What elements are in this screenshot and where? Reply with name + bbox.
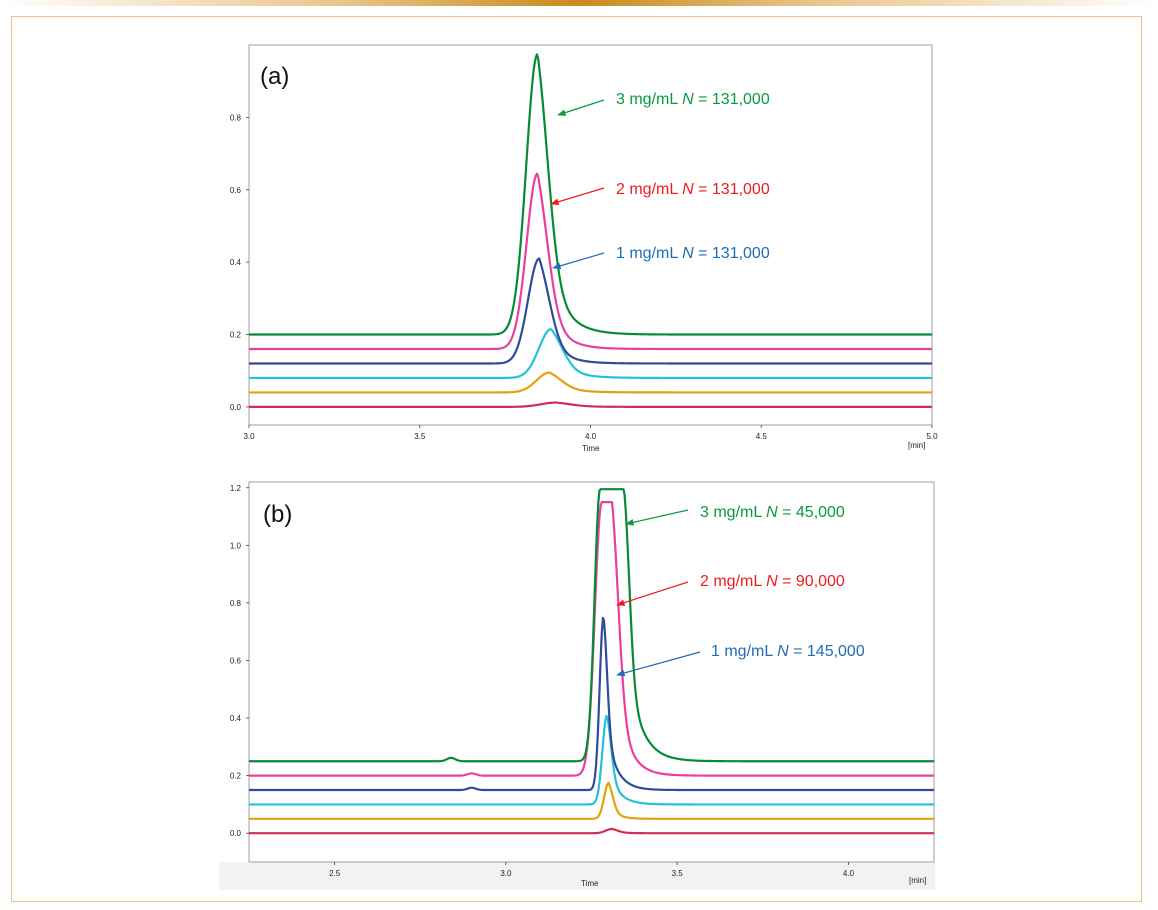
annotation-b-3mg: 3 mg/mL N = 45,000 — [625, 504, 845, 526]
x-axis-unit-b: [min] — [909, 876, 926, 885]
x-tick-label: 4.0 — [585, 432, 597, 441]
plot-area-a — [248, 44, 933, 426]
trace-red — [249, 827, 934, 835]
x-tick-label: 5.0 — [926, 432, 938, 441]
trace-1mg — [249, 616, 934, 792]
x-tick-label: 3.5 — [414, 432, 426, 441]
annotation-n-value: = 145,000 — [789, 643, 865, 660]
annotation-n-value: = 131,000 — [694, 91, 770, 108]
annotation-arrow — [616, 581, 689, 606]
trace-1mg — [249, 257, 932, 365]
x-axis-label-a: Time — [582, 444, 600, 453]
annotation-n-symbol: N — [682, 91, 694, 108]
y-tick-label: 0.0 — [230, 403, 242, 412]
traces-b — [249, 488, 934, 835]
annotation-n-symbol: N — [766, 573, 778, 590]
annotation-conc: 1 mg/mL — [711, 643, 777, 660]
axis-ticks-b: 0.0 0.2 0.4 0.6 0.8 1.0 1.2 2.5 3.0 3.5 4.0 — [230, 484, 855, 878]
trace-orange — [249, 781, 934, 820]
y-tick-label: 0.4 — [230, 714, 242, 723]
x-tick-label: 2.5 — [329, 869, 341, 878]
panel-label-b: (b) — [263, 501, 292, 528]
x-tick-label: 4.0 — [843, 869, 855, 878]
annotation-text: 2 mg/mL N = 131,000 — [616, 181, 770, 198]
figure-frame — [11, 16, 1142, 902]
annotations-b: 3 mg/mL N = 45,000 2 mg/mL N = 90,000 1 … — [616, 504, 865, 677]
x-tick-label: 3.0 — [500, 869, 512, 878]
trace-3mg — [249, 53, 932, 336]
annotation-text: 1 mg/mL N = 131,000 — [616, 245, 770, 262]
annotation-a-1mg: 1 mg/mL N = 131,000 — [552, 245, 770, 270]
x-tick-label: 4.5 — [756, 432, 768, 441]
y-tick-label: 0.0 — [230, 829, 242, 838]
annotation-n-value: = 90,000 — [778, 573, 845, 590]
axis-ticks-a: 0.0 0.2 0.4 0.6 0.8 3.0 3.5 4.0 4.5 5.0 — [230, 113, 938, 441]
annotation-b-2mg: 2 mg/mL N = 90,000 — [616, 573, 845, 606]
annotation-a-2mg: 2 mg/mL N = 131,000 — [550, 181, 770, 206]
trace-red — [249, 401, 932, 408]
y-tick-label: 0.2 — [230, 331, 242, 340]
annotation-arrow — [552, 252, 605, 270]
annotation-text: 1 mg/mL N = 145,000 — [711, 643, 865, 660]
x-tick-label: 3.0 — [243, 432, 255, 441]
x-axis-label-b: Time — [581, 879, 599, 888]
annotation-text: 3 mg/mL N = 45,000 — [700, 504, 845, 521]
annotation-n-value: = 131,000 — [694, 181, 770, 198]
y-tick-label: 1.2 — [230, 484, 242, 493]
annotation-arrow — [550, 187, 605, 206]
annotation-arrow — [616, 651, 701, 677]
traces-a — [249, 53, 932, 408]
trace-2mg — [249, 172, 932, 351]
x-axis-unit-a: [min] — [908, 441, 925, 450]
trace-orange — [249, 371, 932, 394]
panel-a: 0.00.20.40.60.83.0 3.5 4.0 4.5 5.0 (a) Time … — [230, 44, 938, 453]
x-tick-label: 3.5 — [672, 869, 684, 878]
annotation-n-symbol: N — [682, 181, 694, 198]
annotation-conc: 3 mg/mL — [700, 504, 766, 521]
annotation-n-value: = 45,000 — [778, 504, 845, 521]
y-tick-label: 0.2 — [230, 772, 242, 781]
trace-3mg — [249, 488, 934, 763]
y-tick-label: 0.6 — [230, 186, 242, 195]
y-tick-label: 1.0 — [230, 541, 242, 550]
annotations-a: 3 mg/mL N = 131,000 2 mg/mL N = 131,000 … — [550, 91, 770, 270]
y-tick-label: 0.8 — [230, 113, 242, 122]
annotation-b-1mg: 1 mg/mL N = 145,000 — [616, 643, 865, 677]
panel-label-a: (a) — [260, 63, 289, 90]
annotation-text: 2 mg/mL N = 90,000 — [700, 573, 845, 590]
annotation-n-symbol: N — [682, 245, 694, 262]
annotation-text: 3 mg/mL N = 131,000 — [616, 91, 770, 108]
annotation-conc: 2 mg/mL — [700, 573, 766, 590]
trace-cyan — [249, 328, 932, 380]
annotation-arrow — [625, 509, 689, 526]
annotation-arrow — [557, 99, 605, 116]
x-axis-strip-b — [219, 862, 935, 890]
panel-b: 0.0 0.2 0.4 0.6 0.8 1.0 1.2 2.5 3.0 3.5 4.0 (b) Ti… — [219, 481, 935, 890]
y-tick-label: 0.8 — [230, 599, 242, 608]
top-accent-bar — [0, 0, 1158, 6]
annotation-conc: 1 mg/mL — [616, 245, 682, 262]
trace-cyan — [249, 714, 934, 806]
y-tick-label: 0.4 — [230, 258, 242, 267]
annotation-n-value: = 131,000 — [694, 245, 770, 262]
annotation-n-symbol: N — [766, 504, 778, 521]
annotation-a-3mg: 3 mg/mL N = 131,000 — [557, 91, 770, 116]
annotation-conc: 3 mg/mL — [616, 91, 682, 108]
y-tick-label: 0.6 — [230, 656, 242, 665]
annotation-conc: 2 mg/mL — [616, 181, 682, 198]
annotation-n-symbol: N — [777, 643, 789, 660]
